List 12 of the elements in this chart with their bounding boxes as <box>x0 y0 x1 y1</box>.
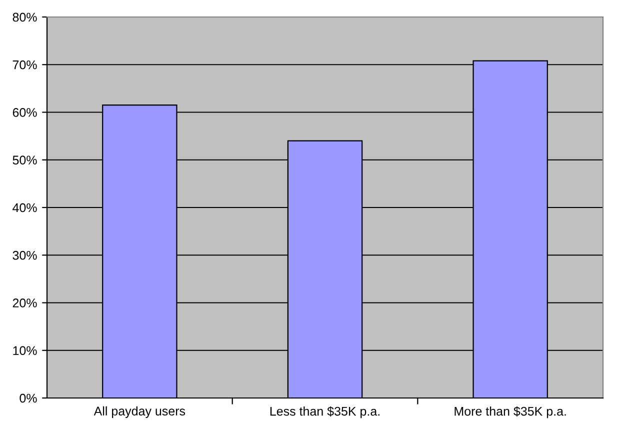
y-tick-label: 60% <box>12 108 37 117</box>
y-tick-label: 0% <box>20 394 37 403</box>
y-tick-label: 40% <box>12 203 37 212</box>
y-tick-label: 70% <box>12 60 37 70</box>
y-tick-label: 80% <box>12 12 37 22</box>
y-tick-label: 20% <box>12 298 37 308</box>
y-tick-label: 30% <box>12 250 37 260</box>
y-tick-label: 10% <box>13 346 37 356</box>
x-tick-label: More than $35K p.a. <box>454 406 566 418</box>
x-tick-label: Less than $35K p.a. <box>270 406 380 418</box>
y-tick-label: 50% <box>12 156 37 165</box>
x-tick-label: All payday users <box>94 406 186 418</box>
